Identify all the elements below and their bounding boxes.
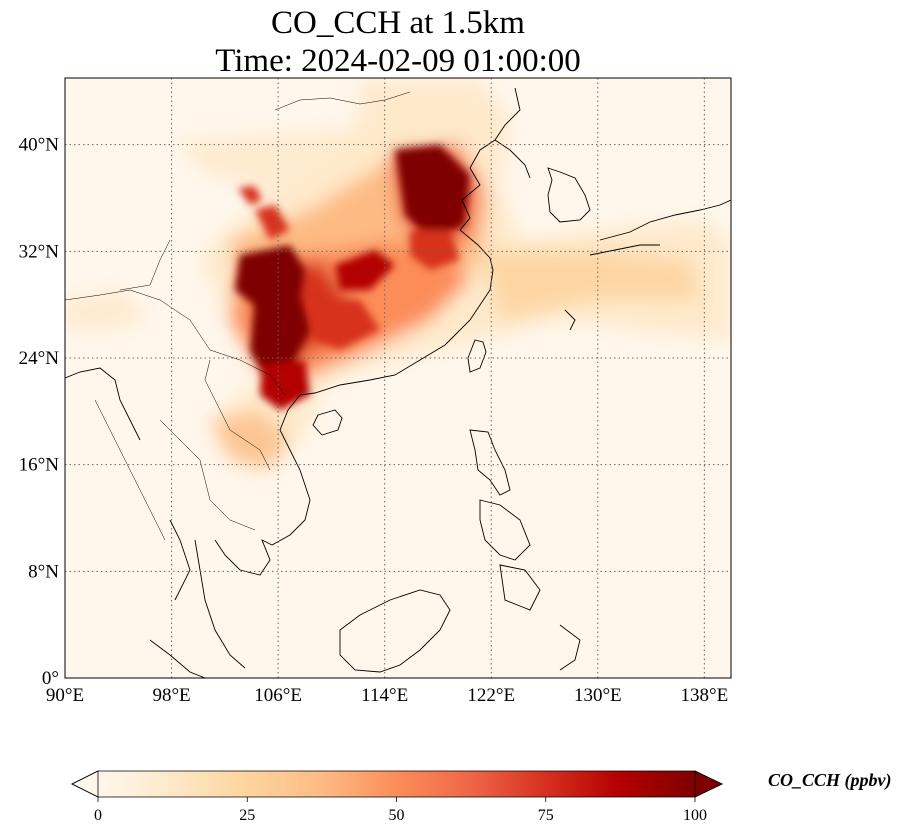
plot-frame — [64, 77, 732, 679]
lon-tick-label: 90°E — [46, 685, 84, 706]
lat-tick-label: 40°N — [19, 135, 60, 156]
colorbar-tick-label: 100 — [683, 807, 707, 824]
colorbar-tick-label: 75 — [538, 807, 554, 824]
colorbar-tick-label: 25 — [239, 807, 255, 824]
lon-tick-label: 106°E — [254, 685, 302, 706]
map-subtitle-time: Time: 2024-02-09 01:00:00 — [215, 43, 581, 79]
lat-tick-label: 0° — [42, 668, 59, 689]
lon-tick-label: 114°E — [361, 685, 408, 706]
lon-tick-label: 138°E — [681, 685, 729, 706]
colorbar-tick-label: 0 — [94, 807, 102, 824]
lon-tick-label: 122°E — [467, 685, 515, 706]
colorbar-ticks: 0 25 50 75 100 — [94, 797, 707, 824]
colorbar-extend-max — [694, 770, 723, 798]
lon-tick-label: 130°E — [574, 685, 622, 706]
colorbar-extend-min — [71, 770, 99, 798]
co-concentration-field — [65, 80, 730, 470]
lat-tick-label: 8°N — [28, 561, 59, 582]
colorbar-tick-label: 50 — [389, 807, 405, 824]
coastlines — [65, 87, 731, 678]
lat-tick-label: 24°N — [19, 348, 60, 369]
colorbar: 0 25 50 75 100 — [71, 770, 723, 824]
lat-tick-label: 32°N — [19, 241, 60, 262]
colorbar-label: CO_CCH (ppbv) — [768, 770, 892, 790]
longitude-tick-labels: 90°E 98°E 106°E 114°E 122°E 130°E 138°E — [46, 685, 728, 706]
plot-area — [65, 78, 731, 678]
lon-tick-label: 98°E — [152, 685, 190, 706]
gridlines — [65, 78, 731, 678]
colorbar-body — [98, 771, 695, 797]
lat-tick-label: 16°N — [19, 455, 60, 476]
latitude-tick-labels: 0° 8°N 16°N 24°N 32°N 40°N — [19, 135, 60, 689]
map-title: CO_CCH at 1.5km — [271, 5, 525, 41]
country-borders — [65, 91, 411, 541]
